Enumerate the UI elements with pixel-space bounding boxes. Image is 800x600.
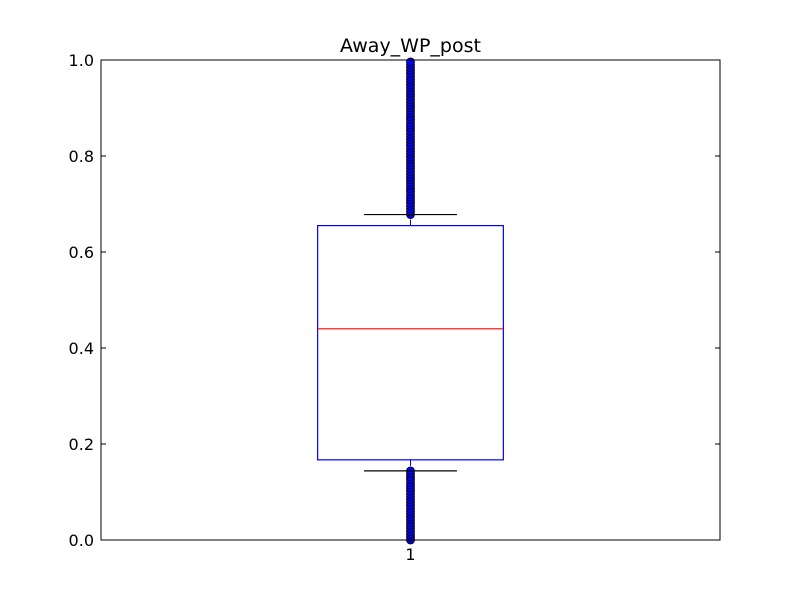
y-tick-label: 0.2 — [69, 435, 94, 454]
y-tick-label: 0.8 — [69, 147, 94, 166]
y-tick-label: 0.0 — [69, 531, 94, 550]
plot-frame — [100, 59, 721, 541]
box-body — [317, 225, 504, 461]
y-tick-label: 0.6 — [69, 243, 94, 262]
y-tick-label: 1.0 — [69, 51, 94, 70]
x-tick-label: 1 — [405, 545, 415, 564]
y-axis: 0.0 0.2 0.4 0.6 0.8 1.0 — [69, 51, 720, 550]
y-tick-label: 0.4 — [69, 339, 94, 358]
boxes-group — [317, 57, 504, 545]
chart-title: Away_WP_post — [340, 35, 481, 57]
flier-point — [406, 57, 415, 67]
